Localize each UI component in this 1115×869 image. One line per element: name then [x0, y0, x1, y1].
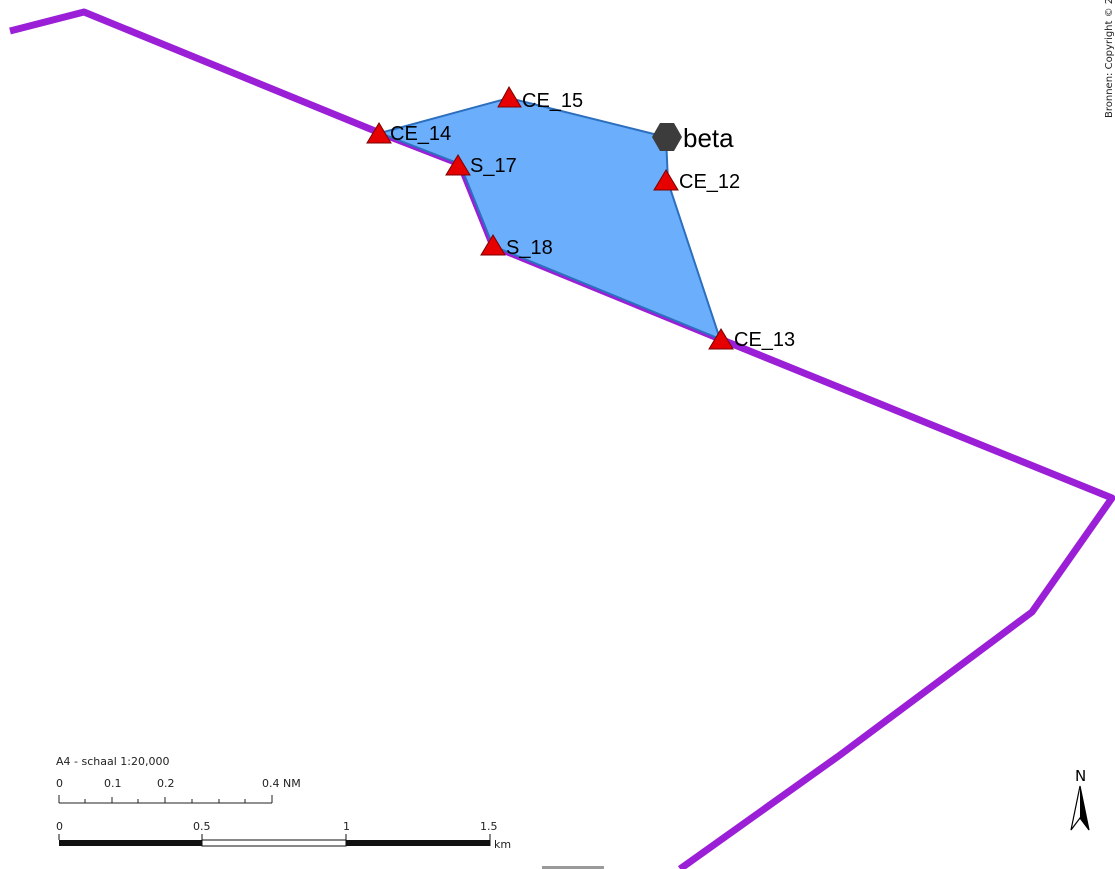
triangle-icon	[445, 154, 471, 176]
triangle-icon	[708, 328, 734, 350]
nm-scale-ticks	[58, 795, 273, 803]
km-segment-white	[201, 839, 347, 847]
triangle-icon	[497, 85, 522, 108]
zone-polygon[interactable]	[376, 96, 722, 341]
triangle-icon	[366, 122, 392, 144]
station-ce-14[interactable]: CE_14	[366, 122, 451, 145]
north-arrow-shade	[1080, 786, 1089, 830]
beta-label: beta	[683, 123, 734, 153]
km-tick-label: 1.5	[480, 820, 498, 833]
scale-title: A4 - schaal 1:20,000	[56, 755, 169, 768]
station-label: CE_12	[679, 171, 740, 193]
nm-tick-label: 0.4 NM	[262, 777, 301, 790]
station-label: CE_14	[390, 123, 451, 145]
station-ce-13[interactable]: CE_13	[708, 328, 795, 351]
km-tick-label: 0	[56, 820, 63, 833]
station-s-18[interactable]: S_18	[480, 234, 553, 259]
beta-hexagon-icon[interactable]	[652, 123, 682, 151]
km-scale-ticks	[58, 834, 491, 846]
north-arrow: N	[1070, 767, 1090, 831]
km-unit-label: km	[494, 838, 511, 851]
station-ce-12[interactable]: CE_12	[653, 169, 740, 193]
nm-tick-label: 0.2	[157, 777, 175, 790]
station-label: S_18	[506, 237, 553, 259]
triangle-icon	[480, 234, 506, 256]
km-segment-black	[346, 840, 490, 846]
station-s-17[interactable]: S_17	[445, 154, 517, 177]
station-ce-15[interactable]: CE_15	[497, 85, 583, 112]
nm-tick-label: 0	[56, 777, 63, 790]
km-segment-black	[59, 840, 202, 846]
north-label: N	[1075, 767, 1086, 785]
station-label: S_17	[470, 155, 517, 177]
km-tick-label: 0.5	[193, 820, 211, 833]
nm-tick-label: 0.1	[104, 777, 122, 790]
triangle-icon	[653, 169, 679, 191]
source-credit: Bronnen: Copyright © 20	[1104, 0, 1115, 118]
station-label: CE_15	[522, 90, 583, 112]
km-tick-label: 1	[343, 820, 350, 833]
station-label: CE_13	[734, 329, 795, 351]
bottom-mark	[542, 866, 604, 869]
scale-bar: A4 - schaal 1:20,000 0 0.1 0.2 0.4 NM 0 …	[56, 755, 511, 851]
